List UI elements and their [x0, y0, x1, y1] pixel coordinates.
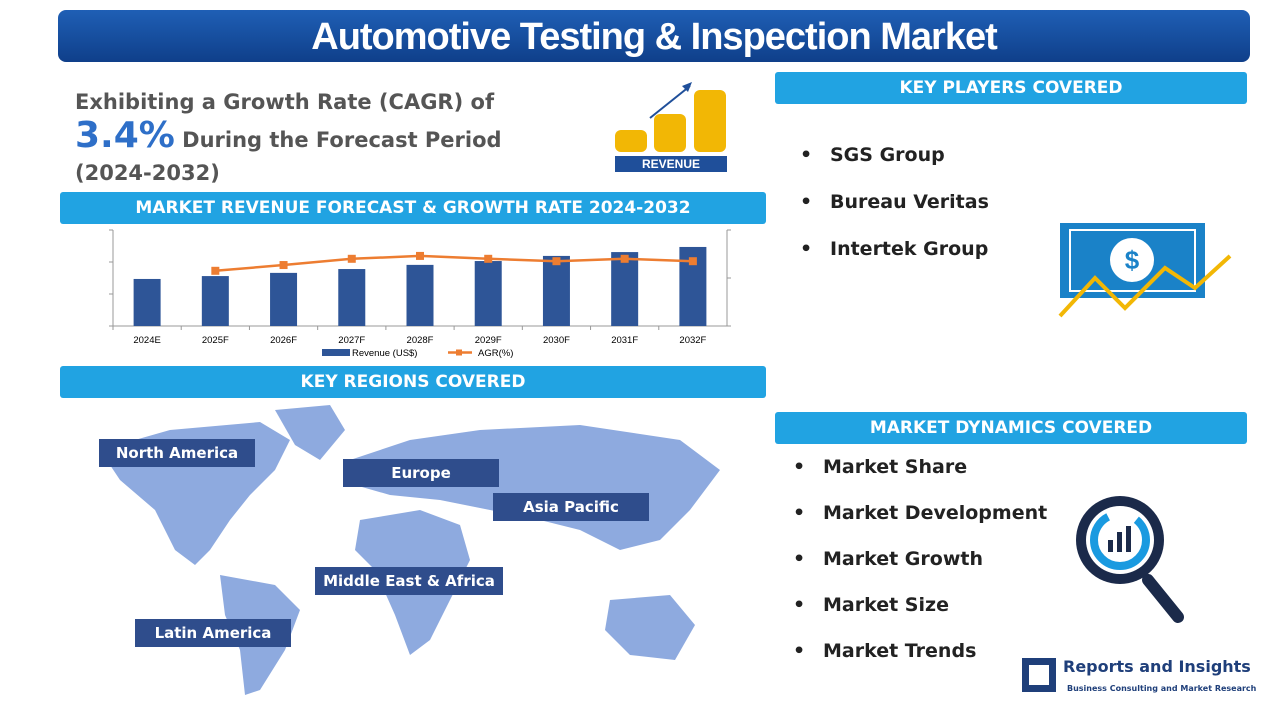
- arrow-head: [682, 82, 692, 92]
- line-marker: [347, 254, 356, 263]
- x-tick-label: 2025F: [202, 335, 229, 346]
- players-list: SGS Group Bureau Veritas Intertek Group: [800, 144, 989, 285]
- magnifier-icon: [1076, 496, 1184, 623]
- cagr-text: Exhibiting a Growth Rate (CAGR) of 3.4% …: [75, 86, 575, 190]
- lens-bar: [1126, 526, 1131, 552]
- x-tick-label: 2032F: [679, 335, 706, 346]
- cagr-prefix: Exhibiting a Growth Rate (CAGR) of: [75, 90, 495, 114]
- list-item: Market Development: [793, 502, 1047, 524]
- brand-tagline: Business Consulting and Market Research: [1067, 684, 1257, 693]
- greenland: [275, 405, 345, 460]
- lens-ring: [1090, 510, 1150, 570]
- list-item: Bureau Veritas: [800, 191, 989, 213]
- bar: [270, 272, 298, 326]
- x-tick-label: 2031F: [611, 335, 638, 346]
- list-item: Market Growth: [793, 548, 1047, 570]
- chart: 2024E 2025F 2026F 2027F 2028F 2029F 2030F 2031F…: [109, 229, 731, 359]
- x-tick-label: 2029F: [475, 335, 502, 346]
- cagr-suffix: During the Forecast Period (2024-2032): [75, 128, 502, 185]
- bar: [133, 278, 161, 326]
- x-tick-label: 2030F: [543, 335, 570, 346]
- legend-swatch: [322, 349, 350, 356]
- section-header: MARKET DYNAMICS COVERED: [775, 412, 1247, 444]
- list-item: Market Share: [793, 456, 1047, 478]
- section-header: KEY PLAYERS COVERED: [775, 72, 1247, 104]
- icon-label: REVENUE: [642, 157, 700, 171]
- bill-circle: [1110, 238, 1154, 282]
- region-label: North America: [99, 439, 255, 467]
- list-item: Intertek Group: [800, 238, 989, 260]
- bill-border: [1069, 229, 1196, 292]
- line-marker: [552, 257, 561, 266]
- bar: [201, 276, 229, 326]
- icon-band: [615, 156, 727, 172]
- bar: [542, 255, 570, 326]
- list-item: Market Size: [793, 594, 1047, 616]
- line-marker: [620, 254, 629, 263]
- region-label: Middle East & Africa: [315, 567, 503, 595]
- arrow: [649, 85, 691, 119]
- x-tick-label: 2027F: [338, 335, 365, 346]
- line-marker: [688, 257, 697, 266]
- bar: [406, 264, 434, 326]
- bar: [338, 269, 366, 326]
- brand-name: Reports and Insights: [1063, 657, 1251, 676]
- list-item: Market Trends: [793, 640, 1047, 662]
- lens-bar: [1108, 540, 1113, 552]
- australia: [605, 595, 695, 660]
- brand-logo: [1022, 658, 1056, 692]
- coins: [615, 130, 647, 152]
- line-marker: [279, 261, 288, 270]
- revenue-icon: REVENUE: [615, 82, 727, 172]
- coins: [694, 90, 726, 152]
- list-item: SGS Group: [800, 144, 989, 166]
- legend-label: Revenue (US$): [352, 348, 417, 359]
- logo-inner: [1029, 665, 1049, 685]
- coins: [654, 114, 686, 152]
- x-tick-label: 2024E: [133, 335, 160, 346]
- section-header: KEY REGIONS COVERED: [60, 366, 766, 398]
- region-label: Asia Pacific: [493, 493, 649, 521]
- region-label: Europe: [343, 459, 499, 487]
- trend: [1058, 254, 1232, 318]
- dynamics-list: Market Share Market Development Market Gro…: [793, 456, 1047, 686]
- lens-bar: [1117, 532, 1122, 552]
- x-tick-label: 2028F: [407, 335, 434, 346]
- x-tick-label: 2026F: [270, 335, 297, 346]
- bar: [611, 252, 639, 326]
- line-marker: [211, 266, 220, 275]
- line-marker: [416, 251, 424, 260]
- region-label: Latin America: [135, 619, 291, 647]
- section-header: MARKET REVENUE FORECAST & GROWTH RATE 20…: [60, 192, 766, 224]
- bar: [474, 261, 502, 326]
- money-icon: $: [1058, 223, 1232, 318]
- title: Automotive Testing & Inspection Market: [58, 10, 1250, 62]
- line: [215, 254, 693, 273]
- handle: [1142, 574, 1184, 623]
- legend-swatch: [456, 349, 462, 356]
- legend-label: AGR(%): [478, 348, 513, 359]
- line-marker: [484, 254, 493, 263]
- dollar-sign: $: [1125, 245, 1140, 275]
- cagr-value: 3.4%: [75, 115, 175, 156]
